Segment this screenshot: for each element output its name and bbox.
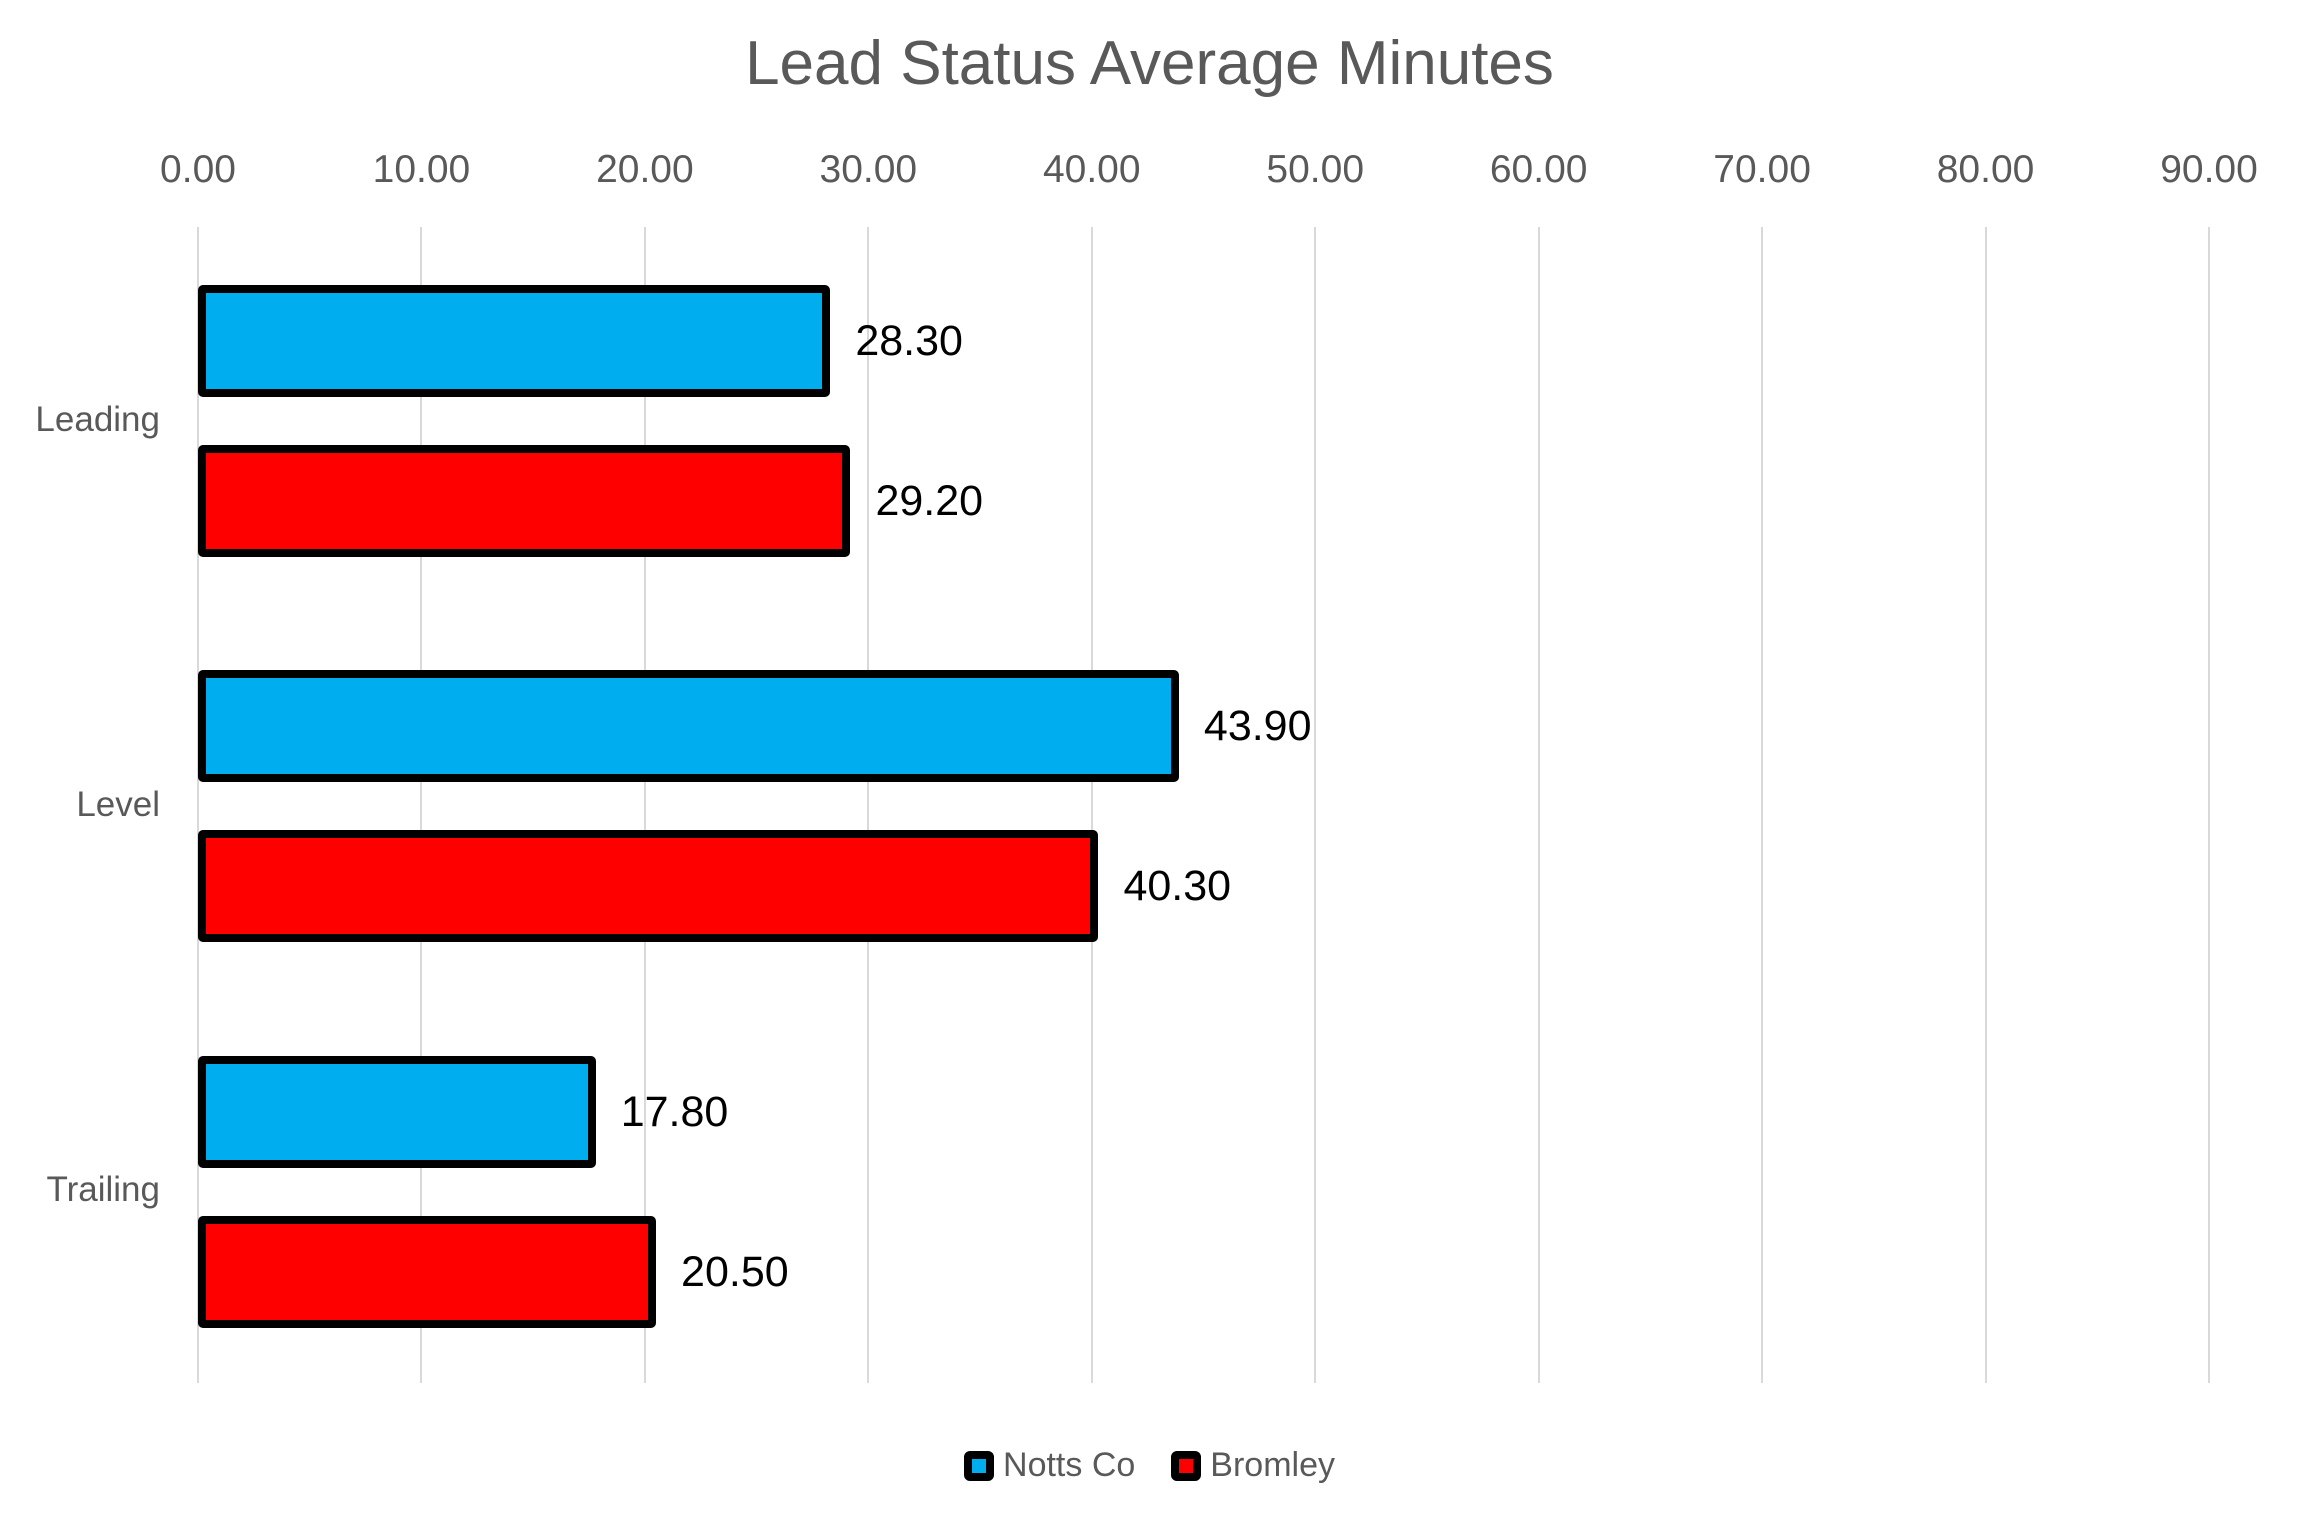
legend: Notts Co Bromley — [0, 1446, 2299, 1485]
legend-item-notts-co: Notts Co — [964, 1446, 1135, 1485]
gridline — [2208, 227, 2210, 1383]
value-label-notts-co-level: 43.90 — [1203, 702, 1312, 751]
x-axis-tick-label: 0.00 — [160, 148, 236, 191]
gridline — [867, 227, 870, 1383]
value-label-notts-co-leading: 28.30 — [855, 317, 963, 365]
x-axis-tick-label: 80.00 — [1936, 148, 2035, 191]
x-axis-tick-label: 50.00 — [1266, 148, 1365, 191]
gridline — [1314, 227, 1317, 1383]
gridline — [1984, 227, 1987, 1383]
x-axis-tick-label: 30.00 — [819, 148, 918, 191]
legend-swatch-bromley — [1171, 1450, 1202, 1481]
gridline — [197, 227, 199, 1383]
value-label-notts-co-trailing: 17.80 — [620, 1087, 729, 1136]
gridline — [1537, 227, 1540, 1383]
x-axis-tick-label: 60.00 — [1489, 148, 1588, 191]
bar-bromley-level — [198, 830, 1099, 943]
x-axis-tick-label: 40.00 — [1042, 148, 1141, 191]
gridline — [1761, 227, 1764, 1383]
value-label-bromley-level: 40.30 — [1123, 862, 1232, 911]
value-label-bromley-leading: 29.20 — [875, 477, 984, 525]
category-label-trailing: Trailing — [46, 1170, 160, 1210]
bar-notts-co-leading — [198, 285, 831, 397]
bar-bromley-trailing — [198, 1215, 657, 1328]
legend-label-notts-co: Notts Co — [1003, 1446, 1136, 1484]
gridline — [420, 227, 423, 1383]
bar-bromley-leading — [198, 445, 851, 557]
x-axis-tick-label: 20.00 — [596, 148, 694, 191]
gridline — [643, 227, 646, 1383]
value-label-bromley-trailing: 20.50 — [681, 1247, 789, 1296]
category-label-leading: Leading — [35, 399, 160, 439]
bar-notts-co-trailing — [198, 1055, 596, 1168]
legend-item-bromley: Bromley — [1171, 1446, 1335, 1485]
bar-notts-co-level — [198, 670, 1179, 783]
legend-label-bromley: Bromley — [1210, 1446, 1335, 1484]
category-label-level: Level — [76, 785, 160, 824]
gridline — [1090, 227, 1093, 1383]
x-axis-tick-label: 10.00 — [372, 148, 471, 191]
chart-title: Lead Status Average Minutes — [745, 29, 1554, 98]
legend-swatch-notts-co — [964, 1450, 995, 1481]
x-axis-tick-label: 70.00 — [1713, 148, 1811, 191]
x-axis-tick-label: 90.00 — [2160, 148, 2258, 191]
